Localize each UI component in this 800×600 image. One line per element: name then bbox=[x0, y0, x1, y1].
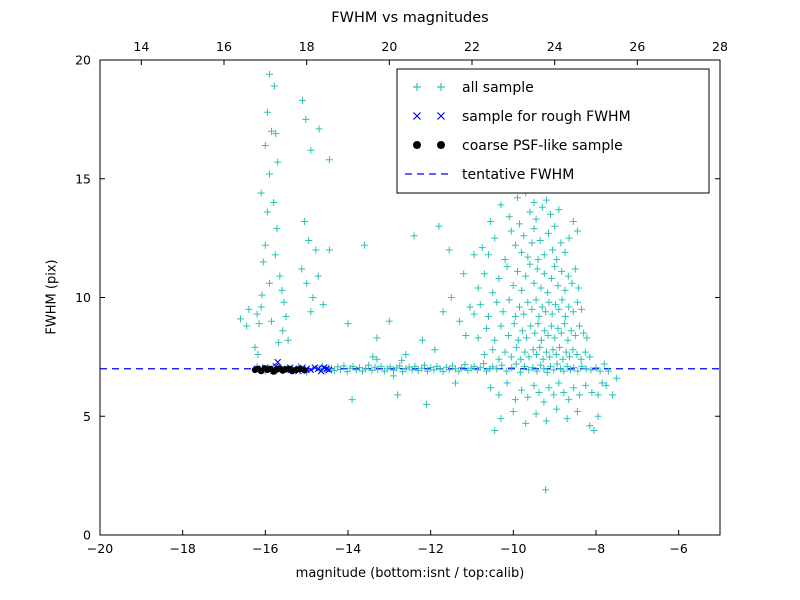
legend-marker-dot bbox=[437, 141, 445, 149]
top-tick-label: 16 bbox=[216, 39, 232, 54]
x-tick-label: −12 bbox=[417, 541, 443, 556]
x-axis-label: magnitude (bottom:isnt / top:calib) bbox=[295, 566, 525, 581]
y-tick-label: 10 bbox=[75, 290, 91, 305]
legend-marker-dot bbox=[413, 141, 421, 149]
y-tick-label: 5 bbox=[83, 409, 91, 424]
coarse-psf-point bbox=[301, 367, 308, 374]
legend-marker-plus bbox=[437, 83, 445, 91]
series-all-sample bbox=[237, 70, 621, 494]
x-tick-label: −16 bbox=[252, 541, 278, 556]
x-tick-label: −20 bbox=[87, 541, 113, 556]
y-tick-label: 15 bbox=[75, 171, 91, 186]
chart-title: FWHM vs magnitudes bbox=[331, 10, 489, 26]
top-tick-label: 28 bbox=[712, 39, 728, 54]
legend-label: all sample bbox=[462, 80, 534, 96]
legend-marker-x bbox=[413, 112, 421, 120]
y-axis-label: FWHM (pix) bbox=[44, 259, 60, 335]
x-tick-label: −10 bbox=[500, 541, 526, 556]
x-tick-label: −14 bbox=[335, 541, 361, 556]
top-tick-label: 18 bbox=[299, 39, 315, 54]
legend-label: tentative FWHM bbox=[462, 167, 574, 183]
top-tick-label: 22 bbox=[464, 39, 480, 54]
legend-marker-x bbox=[437, 112, 445, 120]
x-tick-label: −8 bbox=[587, 541, 605, 556]
y-tick-label: 0 bbox=[83, 528, 91, 543]
legend-box bbox=[396, 68, 710, 194]
top-tick-label: 20 bbox=[381, 39, 397, 54]
legend-label: sample for rough FWHM bbox=[462, 109, 631, 125]
legend-marker-plus bbox=[413, 83, 421, 91]
top-tick-label: 24 bbox=[547, 39, 563, 54]
top-tick-label: 26 bbox=[629, 39, 645, 54]
y-tick-label: 20 bbox=[75, 53, 91, 68]
top-tick-label: 14 bbox=[133, 39, 149, 54]
x-tick-label: −6 bbox=[669, 541, 687, 556]
x-tick-label: −18 bbox=[169, 541, 195, 556]
legend-label: coarse PSF-like sample bbox=[462, 138, 623, 154]
